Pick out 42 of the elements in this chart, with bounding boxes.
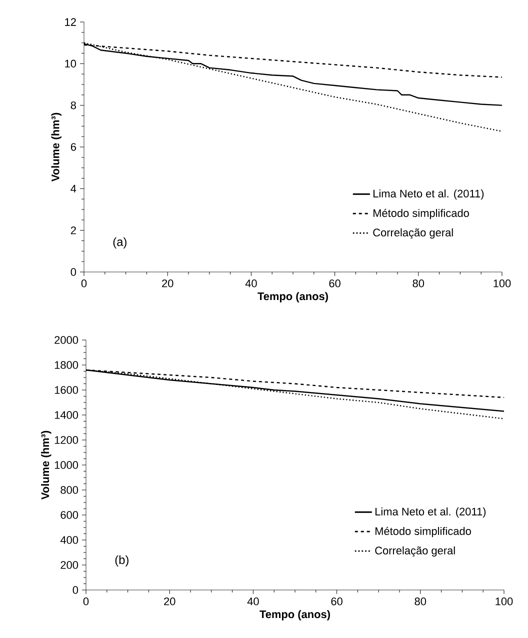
y-tick-label: 10 xyxy=(65,60,76,68)
x-tick-label: 40 xyxy=(247,598,259,606)
x-tick-label: 80 xyxy=(412,280,424,288)
x-tick-label: 100 xyxy=(496,598,513,606)
y-tick-label: 6 xyxy=(70,143,76,151)
y-tick-label: 200 xyxy=(60,561,78,569)
x-tick-label: 0 xyxy=(83,598,89,606)
y-tick-label: 4 xyxy=(70,184,76,192)
y-tick-label: 8 xyxy=(70,101,76,110)
y-tick-label: 2 xyxy=(70,226,76,234)
x-axis-title: Tempo (anos) xyxy=(258,292,328,302)
y-tick-label: 1400 xyxy=(54,411,78,419)
x-tick-label: 60 xyxy=(331,598,342,606)
y-axis-title: Volume (hm³) xyxy=(51,112,62,182)
y-axis-title: Volume (hm³) xyxy=(41,430,52,500)
y-tick-label: 1800 xyxy=(54,361,78,369)
x-tick-label: 20 xyxy=(162,280,174,288)
y-tick-label: 0 xyxy=(70,268,76,276)
y-tick-label: 1600 xyxy=(54,386,78,394)
y-tick-label: 800 xyxy=(60,486,78,494)
x-tick-label: 100 xyxy=(494,280,511,288)
annotation: (a) xyxy=(113,237,126,248)
y-tick-label: 1200 xyxy=(54,436,78,444)
y-tick-label: 12 xyxy=(65,18,76,26)
legend-label: Lima Neto et al. (2011) xyxy=(376,507,486,518)
y-tick-label: 600 xyxy=(60,511,78,519)
y-tick-label: 2000 xyxy=(54,336,78,344)
y-tick-label: 1000 xyxy=(54,461,78,469)
legend-label: Método simplificado xyxy=(376,526,471,538)
x-tick-label: 60 xyxy=(329,280,340,288)
annotation: (b) xyxy=(115,555,128,566)
y-tick-label: 400 xyxy=(60,536,78,544)
legend-label: Método simplificado xyxy=(374,208,469,220)
y-tick-label: 0 xyxy=(72,586,78,594)
legend-label: Correlação geral xyxy=(373,228,453,239)
x-tick-label: 0 xyxy=(81,280,87,288)
x-axis-title: Tempo (anos) xyxy=(260,610,330,620)
legend-label: Lima Neto et al. (2011) xyxy=(374,189,484,200)
x-tick-label: 40 xyxy=(245,280,257,288)
legend-label: Correlação geral xyxy=(375,546,455,557)
x-tick-label: 20 xyxy=(164,598,176,606)
x-tick-label: 80 xyxy=(414,598,426,606)
